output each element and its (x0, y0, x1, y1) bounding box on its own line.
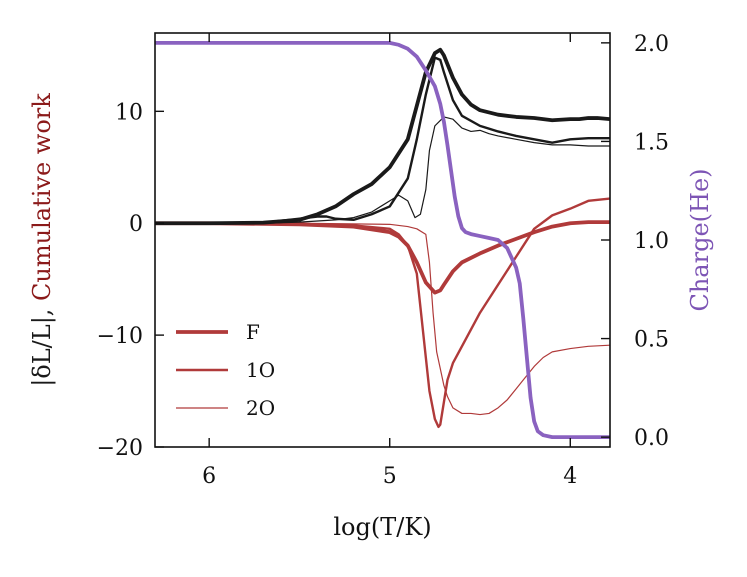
axes-layer: 6 5 4 10 0 −10 −20 2.0 1.5 1.0 0.5 0.0 (97, 32, 669, 489)
series-line-charge-he (155, 40, 610, 440)
y-right-tick-label: 0.0 (634, 426, 669, 451)
y-left-axis-title-part: |δL/L| (28, 316, 57, 387)
x-axis-title: log(T/K) (333, 513, 431, 541)
axis-labels: log(T/K) |δL/L|, Cumulative work Charge(He… (28, 93, 714, 541)
series-line-f-dl-l (155, 47, 610, 226)
y-left-tick-label: −20 (97, 436, 143, 461)
series-layer (155, 40, 610, 440)
series-line-2o-dl-l (155, 116, 610, 224)
y-right-tick-label: 1.5 (634, 130, 669, 155)
legend: F 1O 2O (176, 320, 275, 420)
y-left-axis-title-part: , (28, 301, 56, 316)
series-line-1o-dl-l (155, 56, 610, 225)
series-line-2o-work (155, 222, 610, 416)
x-tick-label: 6 (202, 464, 216, 489)
y-left-axis-title-part: Cumulative work (28, 93, 56, 301)
y-left-tick-label: −10 (97, 324, 143, 349)
y-left-axis-title: |δL/L|, Cumulative work (28, 93, 57, 387)
plot-frame (154, 32, 611, 448)
legend-label-1o: 1O (246, 358, 275, 382)
x-tick-label: 5 (383, 464, 397, 489)
legend-label-f: F (246, 320, 260, 344)
y-right-axis-title: Charge(He) (686, 168, 714, 311)
y-right-tick-label: 0.5 (634, 328, 669, 353)
y-right-tick-label: 2.0 (634, 32, 669, 57)
y-right-tick-label: 1.0 (634, 229, 669, 254)
legend-label-2o: 2O (246, 396, 275, 420)
x-tick-label: 4 (563, 464, 577, 489)
y-left-tick-label: 10 (115, 100, 143, 125)
series-line-f-work (155, 220, 610, 295)
y-left-tick-label: 0 (129, 212, 143, 237)
series-line-1o-work (155, 197, 610, 429)
